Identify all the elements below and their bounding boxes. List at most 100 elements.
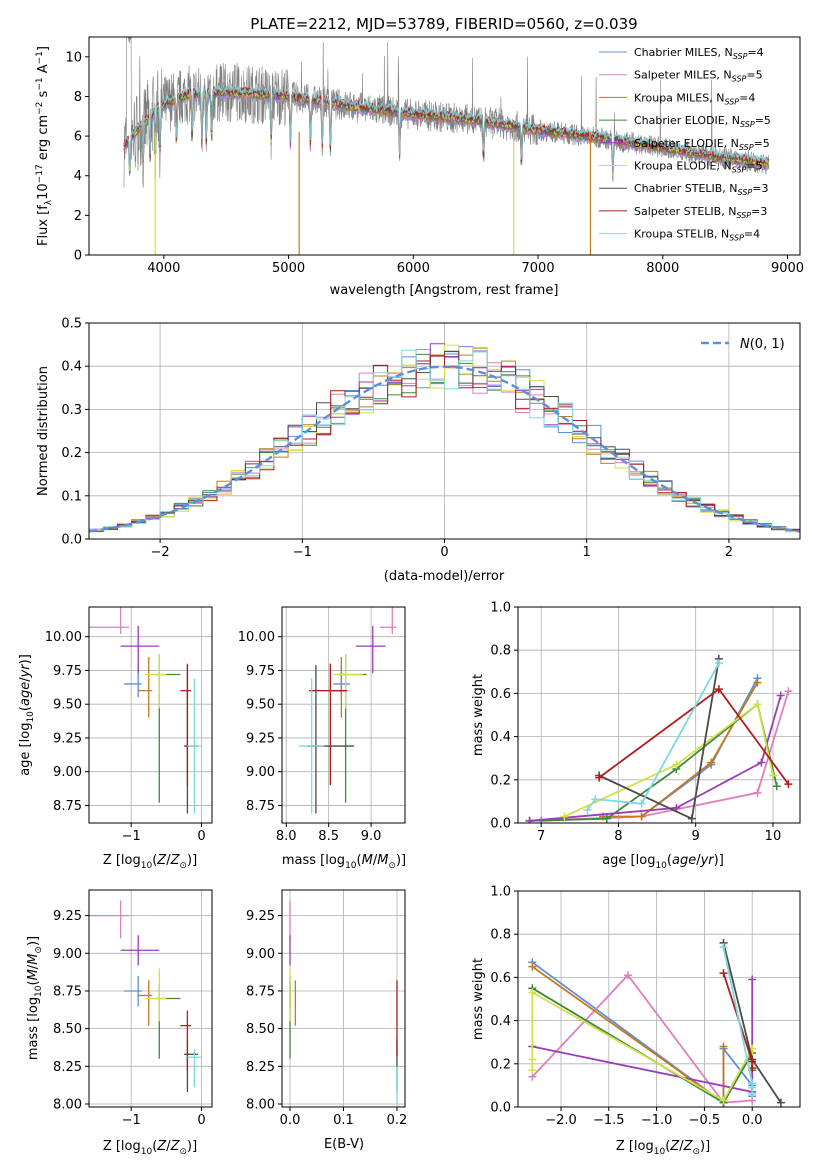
data-point-marker [776, 1098, 785, 1107]
data-point-marker [583, 806, 592, 815]
label-part: s [36, 90, 51, 101]
label-part: ( [18, 706, 33, 711]
data-point-marker [748, 1090, 757, 1099]
x-axis-label: (data-model)/error [384, 569, 505, 584]
x-axis-label: Z [log10(Z/Z⊙)] [103, 1139, 197, 1157]
label-part: ( [152, 1139, 157, 1154]
y-tick-label: 0.6 [490, 687, 511, 702]
label-part: SSP [738, 188, 753, 197]
x-axis-label: E(B-V) [324, 1137, 364, 1152]
x-tick-label: 8.5 [318, 829, 339, 844]
y-tick-label: 0.8 [490, 644, 511, 659]
y-tick-label: 0.3 [61, 403, 82, 418]
clipped-content [289, 900, 398, 1104]
y-tick-label: 0.0 [490, 1101, 511, 1116]
label-part: yr [18, 663, 33, 679]
y-tick-label: 9.25 [246, 731, 275, 746]
label-part: SSP [733, 52, 748, 61]
label-part: Chabrier ELODIE, N [634, 114, 740, 127]
y-tick-label: 8.25 [53, 1060, 82, 1075]
label-part: SSP [732, 75, 747, 84]
label-part: age [18, 682, 33, 706]
y-axis-label: Flux [fλ10−17 erg cm−2 s−1 A−1] [35, 46, 54, 246]
legend-label: Chabrier STELIB, NSSP=3 [634, 182, 768, 197]
label-part: ] [36, 46, 51, 51]
data-point-marker [672, 760, 681, 769]
label-part: erg cm [36, 115, 51, 164]
clipped-content [298, 607, 397, 814]
label-part: / [166, 1139, 171, 1154]
label-part: age [672, 853, 696, 868]
x-tick-label: 9 [692, 829, 700, 844]
label-part: SSP [740, 120, 755, 129]
label-part: M [362, 853, 373, 868]
label-part: =3 [752, 182, 768, 195]
x-tick-label: −2 [151, 545, 170, 560]
y-tick-label: 8 [74, 90, 82, 105]
label-part: (0, 1) [750, 337, 785, 352]
label-part: / [166, 853, 171, 868]
label-part: yr [700, 853, 716, 868]
label-part: / [18, 677, 33, 682]
data-point-marker [784, 780, 793, 789]
label-part: M [26, 969, 41, 980]
y-tick-label: 0.2 [61, 446, 82, 461]
label-part: Flux [f [36, 205, 51, 246]
data-point-marker [714, 685, 723, 694]
label-part: Salpeter STELIB, N [634, 205, 736, 218]
label-part: ( [665, 1139, 670, 1154]
y-tick-label: 10.00 [45, 630, 82, 645]
label-part: / [26, 964, 41, 969]
y-tick-label: 0.2 [490, 1057, 511, 1072]
label-part: =3 [751, 205, 767, 218]
y-tick-label: 4 [74, 169, 82, 184]
legend-label: N(0, 1) [740, 337, 785, 352]
data-point-marker [784, 687, 793, 696]
x-tick-label: 8 [614, 829, 622, 844]
label-part: −2 [35, 102, 45, 115]
data-point-marker [776, 691, 785, 700]
label-part: SSP [729, 234, 744, 243]
label-part: Chabrier MILES, N [634, 46, 733, 59]
y-axis-label: mass weight [471, 674, 486, 756]
x-tick-label: −1.0 [641, 1113, 673, 1128]
axes-frame [88, 36, 801, 256]
series-line-5 [564, 702, 774, 818]
plot-area [518, 607, 800, 823]
label-part: ⊙ [388, 861, 396, 871]
label-part: 10 [141, 861, 153, 871]
x-tick-label: 2 [725, 545, 733, 560]
label-part: =4 [744, 228, 760, 241]
x-tick-label: 7 [537, 829, 545, 844]
age-vs-mass-panel: 8.0 8.5 9.0 8.75 9.00 9.25 9.50 9.75 10.00 mass [… [238, 606, 406, 871]
x-tick-label: −2.0 [545, 1113, 577, 1128]
axes-frame [281, 889, 406, 1108]
label-part: λ [44, 199, 54, 205]
y-tick-label: 9.00 [53, 947, 82, 962]
clipped-content [525, 654, 793, 823]
label-part: Salpeter ELODIE, N [634, 137, 739, 150]
y-tick-label: 9.00 [246, 947, 275, 962]
spectrum-title: PLATE=2212, MJD=53789, FIBERID=0560, z=0… [250, 15, 637, 33]
label-part: 10 [36, 183, 51, 200]
data-point-marker [623, 971, 632, 980]
axes-frame [281, 606, 406, 824]
label-part: )] [700, 1139, 710, 1154]
y-tick-label: 0.5 [61, 317, 82, 332]
y-tick-label: 0.4 [61, 360, 82, 375]
y-tick-label: 8.75 [246, 984, 275, 999]
label-part: ( [667, 853, 672, 868]
y-tick-label: 6 [74, 130, 82, 145]
data-point-marker [772, 782, 781, 791]
axes-frame [88, 606, 213, 824]
axes-frame [88, 322, 801, 540]
y-tick-label: 9.50 [53, 698, 82, 713]
y-tick-label: 9.25 [53, 731, 82, 746]
legend-label: Kroupa ELODIE, NSSP=5 [634, 160, 763, 175]
data-point-marker [719, 969, 728, 978]
y-tick-label: 1.0 [490, 885, 511, 900]
y-tick-label: 0.2 [490, 773, 511, 788]
